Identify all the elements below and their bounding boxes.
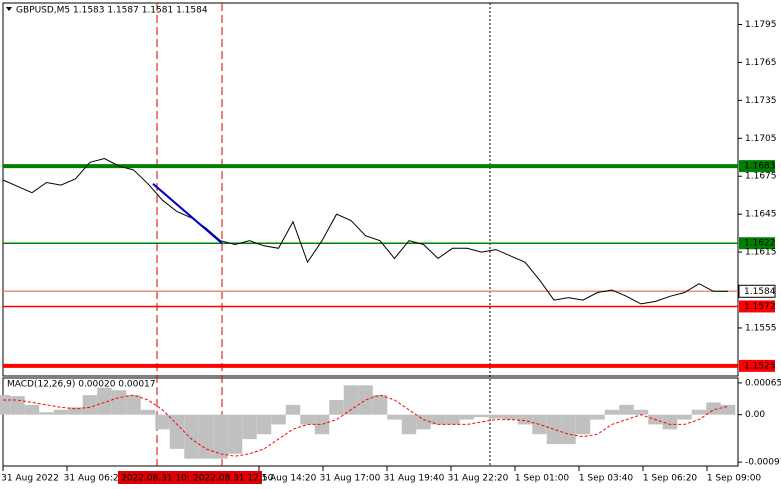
macd-bar <box>358 385 373 415</box>
macd-bar <box>24 404 40 415</box>
macd-bar <box>691 409 707 415</box>
macd-bar <box>126 395 141 415</box>
x-tick-label: 31 Aug 17:00 <box>320 474 381 484</box>
macd-title: MACD(12,26,9) 0.00020 0.00017 <box>7 380 156 390</box>
macd-bar <box>271 414 286 425</box>
macd-bar <box>459 414 475 420</box>
macd-bar <box>706 402 721 415</box>
x-tick-label: 31 Aug 2022 <box>1 474 59 484</box>
level-label: 1.1622 <box>744 239 776 249</box>
level-label: 1.1584 <box>744 287 776 297</box>
y-tick-label: 1.1735 <box>745 96 777 106</box>
level-label-box <box>739 359 775 372</box>
macd-bar <box>561 414 576 444</box>
macd-bar <box>169 414 185 449</box>
price-line <box>2 157 728 305</box>
y-tick-label: 1.1765 <box>745 58 777 68</box>
macd-bar <box>488 414 504 419</box>
macd-bar <box>662 414 678 430</box>
macd-bar <box>677 414 692 420</box>
cursor-label: 2022.08.31 12:50 <box>193 474 274 484</box>
x-tick-label: 31 Aug 14:20 <box>256 474 317 484</box>
level-label-box <box>739 160 775 173</box>
macd-bar <box>633 409 649 415</box>
macd-bar <box>111 390 127 415</box>
y-tick-label: 1.1615 <box>745 248 777 258</box>
y-tick-label: 1.1645 <box>745 210 777 220</box>
macd-bar <box>314 414 330 435</box>
level-label-box <box>739 237 775 250</box>
cursor-label-box <box>118 471 190 484</box>
macd-bar <box>39 412 54 415</box>
macd-bar <box>82 395 98 415</box>
macd-panel <box>2 377 739 467</box>
y-tick-label: -0.00097 <box>745 458 781 468</box>
macd-bar <box>184 414 199 459</box>
macd-bar <box>430 414 446 425</box>
macd-bar <box>604 409 620 415</box>
macd-bar <box>68 407 83 415</box>
macd-bar <box>242 414 257 440</box>
macd-bar <box>517 414 533 425</box>
macd-bar <box>619 404 634 415</box>
x-tick-label: 1 Sep 03:40 <box>579 474 634 484</box>
macd-bar <box>532 414 547 435</box>
level-label-box <box>739 300 775 313</box>
macd-bar <box>256 414 272 435</box>
macd-bar <box>387 414 402 420</box>
macd-bar <box>285 404 301 415</box>
macd-bar <box>372 395 388 415</box>
level-label-box <box>738 284 776 298</box>
macd-bar <box>503 414 518 420</box>
y-tick-label: 0.00065 <box>745 378 781 388</box>
level-label: 1.1572 <box>744 302 776 312</box>
level-label: 1.1525 <box>744 361 776 371</box>
y-tick-label: 1.1555 <box>745 323 777 333</box>
x-tick-label: 31 Aug 19:40 <box>384 474 445 484</box>
macd-bar <box>445 414 460 425</box>
macd-bar <box>329 400 344 415</box>
price-panel <box>2 2 739 377</box>
macd-bar <box>10 396 25 415</box>
cursor-label: 2022.08.31 10: <box>121 474 190 484</box>
macd-bar <box>213 414 228 459</box>
cursor-label-box <box>190 471 262 484</box>
x-tick-label: 1 Sep 01:00 <box>515 474 570 484</box>
x-tick-label: 31 Aug 06:20 <box>64 474 125 484</box>
x-tick-label: 1 Sep 06:20 <box>643 474 698 484</box>
y-tick-label: 1.1675 <box>745 172 777 182</box>
level-label: 1.1683 <box>744 162 776 172</box>
macd-bar <box>0 395 11 415</box>
x-tick-label: 31 Aug 22:20 <box>448 474 509 484</box>
y-tick-label: 1.1705 <box>745 134 777 144</box>
macd-bar <box>227 414 243 454</box>
macd-bar <box>401 414 417 435</box>
macd-bar <box>416 414 431 430</box>
macd-bar <box>53 409 69 415</box>
x-tick-label: 1 Sep 09:00 <box>707 474 762 484</box>
chart-title: GBPUSD,M5 1.1583 1.1587 1.1581 1.1584 <box>16 6 208 16</box>
macd-bar <box>140 409 156 415</box>
macd-bar <box>590 414 605 420</box>
trend-line <box>152 183 223 244</box>
macd-bar <box>575 414 591 435</box>
macd-bar <box>97 387 112 415</box>
y-tick-label: 0.00 <box>745 410 765 420</box>
y-tick-label: 1.1795 <box>745 20 777 30</box>
menu-arrow[interactable] <box>6 7 12 11</box>
macd-bar <box>198 414 214 459</box>
macd-bar <box>474 414 489 418</box>
macd-bar <box>546 414 562 444</box>
macd-bar <box>720 404 736 415</box>
macd-bar <box>155 414 170 430</box>
macd-bar <box>300 414 315 425</box>
